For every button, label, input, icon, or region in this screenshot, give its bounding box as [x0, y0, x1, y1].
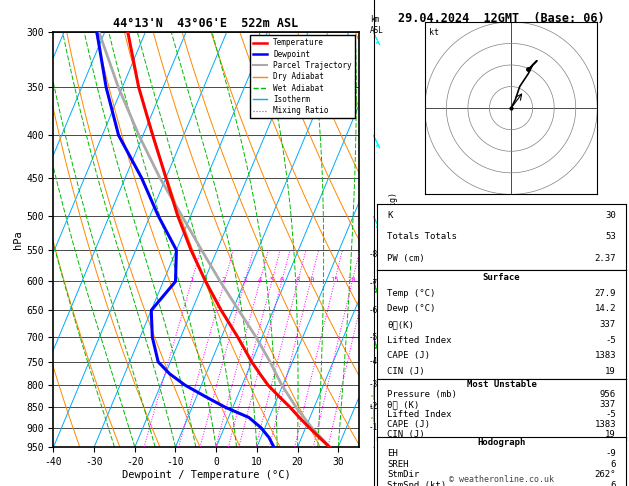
Text: CIN (J): CIN (J): [387, 430, 425, 439]
Text: Lifted Index: Lifted Index: [387, 410, 452, 419]
Text: -7: -7: [369, 279, 378, 288]
Text: 2: 2: [222, 277, 226, 283]
Text: ASL: ASL: [370, 26, 384, 35]
Text: Dewp (°C): Dewp (°C): [387, 304, 436, 313]
Text: 19: 19: [605, 367, 616, 376]
Text: CAPE (J): CAPE (J): [387, 351, 430, 360]
Text: 6: 6: [611, 460, 616, 469]
Text: -5: -5: [369, 332, 378, 342]
Text: -3: -3: [369, 380, 378, 389]
Text: 8: 8: [296, 277, 299, 283]
Text: -5: -5: [605, 335, 616, 345]
Text: PW (cm): PW (cm): [387, 254, 425, 263]
Text: 15: 15: [330, 277, 338, 283]
Text: Lifted Index: Lifted Index: [387, 335, 452, 345]
Text: 1: 1: [189, 277, 193, 283]
Text: 337: 337: [600, 320, 616, 329]
Text: 956: 956: [600, 390, 616, 399]
Text: StmSpd (kt): StmSpd (kt): [387, 481, 447, 486]
Text: Most Unstable: Most Unstable: [467, 380, 537, 389]
Text: K: K: [387, 210, 392, 220]
Text: 337: 337: [600, 400, 616, 409]
Text: Totals Totals: Totals Totals: [387, 232, 457, 242]
Text: 53: 53: [605, 232, 616, 242]
Text: Surface: Surface: [483, 273, 520, 282]
Text: 20: 20: [348, 277, 356, 283]
Text: -2: -2: [369, 401, 378, 411]
Text: -1: -1: [369, 423, 378, 432]
Text: -8: -8: [369, 250, 378, 259]
Text: θᴇ (K): θᴇ (K): [387, 400, 420, 409]
Text: -6: -6: [369, 306, 378, 315]
Text: 5: 5: [269, 277, 274, 283]
Text: 4: 4: [257, 277, 262, 283]
Text: StmDir: StmDir: [387, 470, 420, 479]
X-axis label: Dewpoint / Temperature (°C): Dewpoint / Temperature (°C): [121, 469, 291, 480]
Text: -9: -9: [605, 449, 616, 458]
Text: EH: EH: [387, 449, 398, 458]
Text: 14.2: 14.2: [594, 304, 616, 313]
Text: CAPE (J): CAPE (J): [387, 420, 430, 429]
Text: 27.9: 27.9: [594, 289, 616, 297]
Text: -5: -5: [605, 410, 616, 419]
Text: 262°: 262°: [594, 470, 616, 479]
Text: 3: 3: [242, 277, 247, 283]
Text: Hodograph: Hodograph: [477, 438, 526, 447]
Text: 1383: 1383: [594, 351, 616, 360]
Text: 10: 10: [306, 277, 314, 283]
Text: θᴇ(K): θᴇ(K): [387, 320, 415, 329]
Text: CIN (J): CIN (J): [387, 367, 425, 376]
Text: 6: 6: [611, 481, 616, 486]
Text: Temp (°C): Temp (°C): [387, 289, 436, 297]
Text: 19: 19: [605, 430, 616, 439]
Text: kt: kt: [429, 28, 439, 37]
Title: 44°13'N  43°06'E  522m ASL: 44°13'N 43°06'E 522m ASL: [113, 17, 299, 31]
Text: Mixing Ratio (g/kg): Mixing Ratio (g/kg): [389, 192, 398, 287]
Text: 30: 30: [605, 210, 616, 220]
Text: 1383: 1383: [594, 420, 616, 429]
Text: -4: -4: [369, 357, 378, 366]
Y-axis label: hPa: hPa: [13, 230, 23, 249]
Text: © weatheronline.co.uk: © weatheronline.co.uk: [449, 474, 554, 484]
Text: km: km: [370, 16, 379, 24]
Text: LCL: LCL: [369, 404, 382, 410]
Text: 6: 6: [279, 277, 284, 283]
Text: SREH: SREH: [387, 460, 409, 469]
Text: Pressure (mb): Pressure (mb): [387, 390, 457, 399]
Legend: Temperature, Dewpoint, Parcel Trajectory, Dry Adiabat, Wet Adiabat, Isotherm, Mi: Temperature, Dewpoint, Parcel Trajectory…: [250, 35, 355, 118]
Text: 2.37: 2.37: [594, 254, 616, 263]
Text: 29.04.2024  12GMT  (Base: 06): 29.04.2024 12GMT (Base: 06): [398, 12, 605, 25]
